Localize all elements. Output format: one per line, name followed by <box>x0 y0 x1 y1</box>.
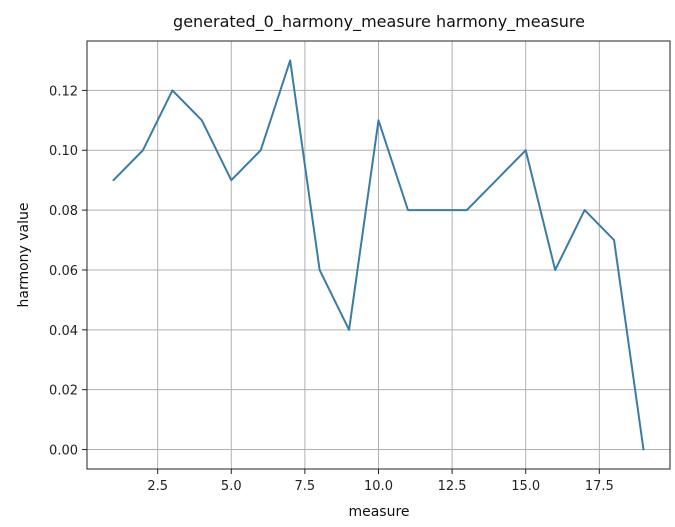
y-tick-label: 0.02 <box>49 384 78 399</box>
x-tick-label: 5.0 <box>221 479 242 494</box>
x-tick-label: 12.5 <box>438 479 467 494</box>
x-tick-label: 7.5 <box>295 479 316 494</box>
y-tick-label: 0.10 <box>49 144 78 159</box>
x-axis-label: measure <box>348 504 409 520</box>
data-series <box>112 59 645 451</box>
chart-title: generated_0_harmony_measure harmony_meas… <box>173 12 585 32</box>
axis-ticks: 2.5 5.0 7.5 10.0 12.5 15.0 17.5 0.00 0.02 0.04 0.0… <box>49 84 614 494</box>
x-tick-label: 10.0 <box>364 479 393 494</box>
y-tick-label: 0.00 <box>49 444 78 459</box>
series-line <box>112 59 645 451</box>
grid-lines <box>87 41 670 469</box>
y-tick-label: 0.06 <box>49 264 78 279</box>
x-tick-label: 17.5 <box>585 479 614 494</box>
y-tick-label: 0.08 <box>49 204 78 219</box>
x-tick-label: 2.5 <box>147 479 168 494</box>
y-tick-label: 0.04 <box>49 324 78 339</box>
x-tick-label: 15.0 <box>511 479 540 494</box>
y-axis-label: harmony value <box>16 202 32 307</box>
y-tick-label: 0.12 <box>49 84 78 99</box>
